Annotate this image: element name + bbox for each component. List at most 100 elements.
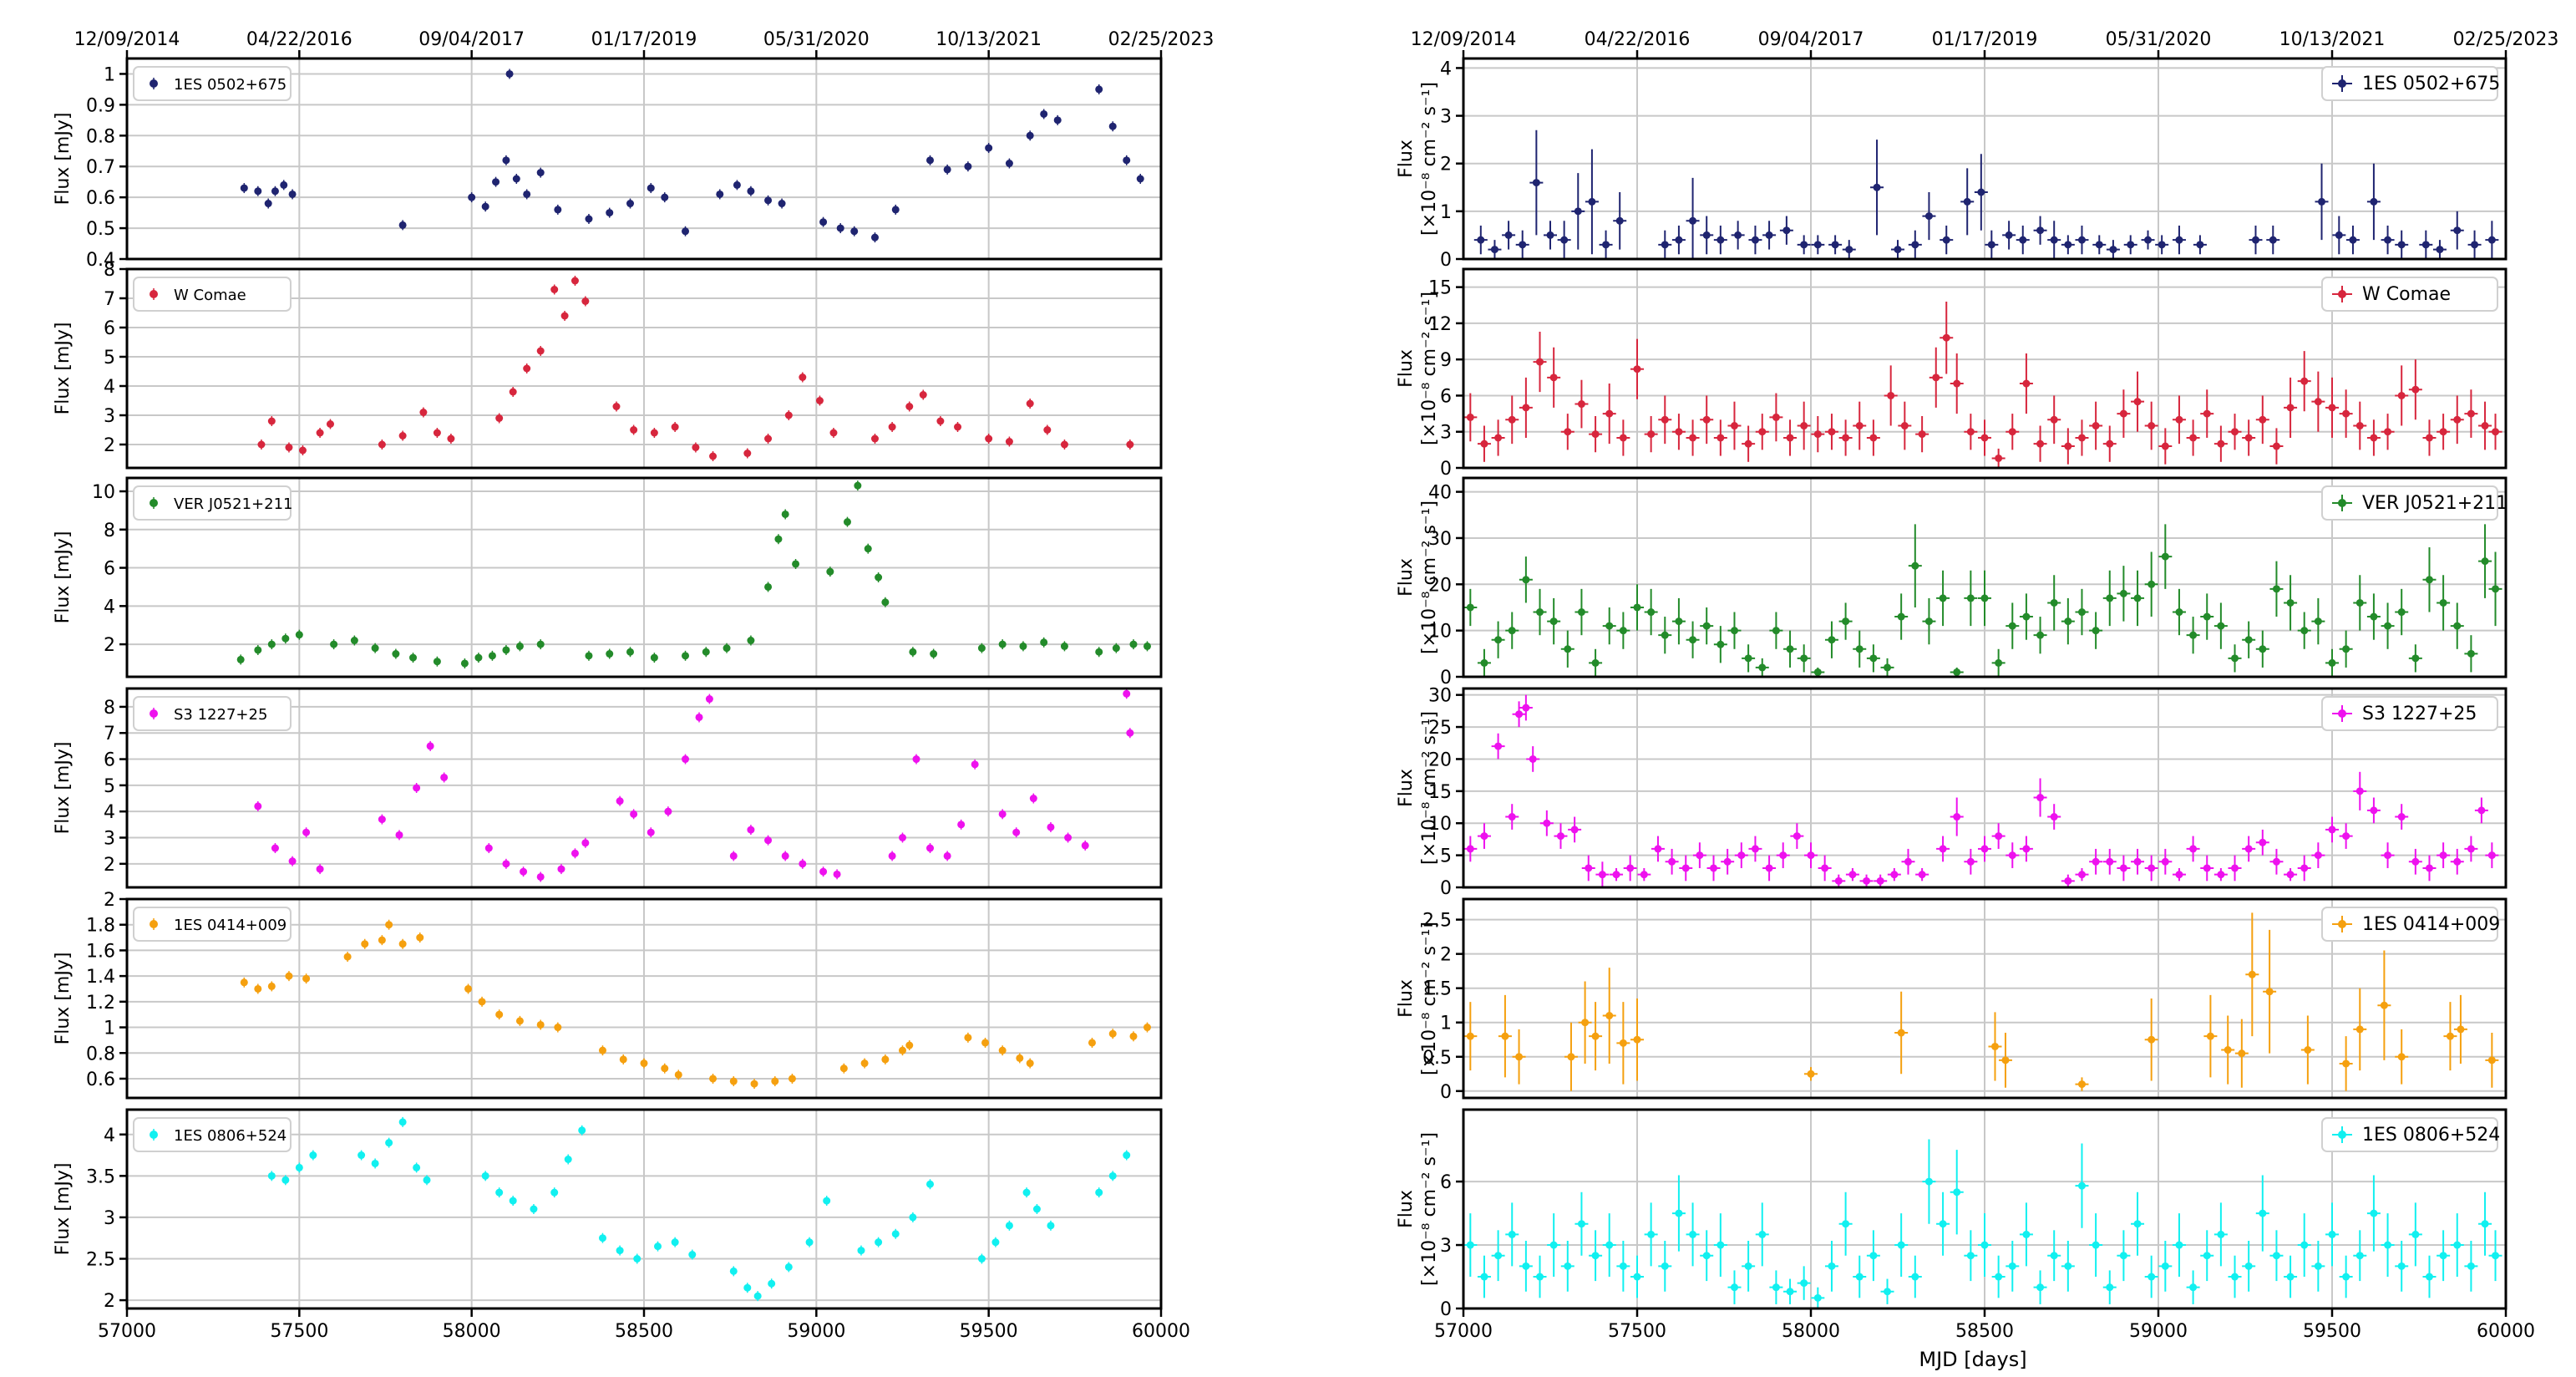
data-point — [2314, 1262, 2322, 1270]
y-tick-label: 2 — [104, 635, 115, 656]
data-point — [1661, 631, 1669, 639]
y-tick-label: 1 — [1440, 1014, 1452, 1034]
data-point — [2189, 631, 2198, 639]
data-point — [502, 646, 510, 654]
data-point — [1987, 241, 1995, 249]
data-point — [564, 1156, 572, 1163]
data-point — [2259, 838, 2267, 846]
series-1ES 0502+675 — [240, 69, 1144, 243]
legend-label: 1ES 0414+009 — [2362, 914, 2500, 935]
y-tick-label: 3 — [104, 406, 115, 427]
data-point — [2318, 197, 2326, 206]
data-point — [875, 573, 883, 582]
data-point — [2050, 415, 2058, 424]
data-point — [692, 444, 700, 451]
data-point — [2022, 379, 2031, 388]
data-point — [899, 834, 906, 841]
y-tick-label: 4 — [104, 597, 115, 617]
x-axis-label: MJD [days] — [1919, 1348, 2026, 1371]
legend-box — [133, 277, 292, 312]
data-point — [2259, 645, 2267, 653]
data-point — [2019, 236, 2027, 244]
data-point — [1855, 1273, 1864, 1281]
data-point — [930, 650, 938, 658]
data-point — [1522, 704, 1530, 712]
legend: 1ES 0414+009 — [2321, 907, 2500, 942]
data-point — [2206, 1032, 2214, 1040]
data-point — [1911, 241, 1919, 249]
x-tick-label: 58000 — [1782, 1321, 1840, 1342]
data-point — [1605, 1241, 1614, 1249]
data-point — [1953, 1188, 1961, 1197]
data-point — [1939, 594, 1947, 602]
data-point — [2095, 241, 2103, 249]
data-point — [598, 1234, 606, 1242]
data-point — [2203, 1252, 2211, 1260]
data-point — [1549, 1241, 1558, 1249]
data-point — [1529, 755, 1537, 763]
data-point — [612, 403, 621, 410]
top-date-label: 05/31/2020 — [763, 29, 870, 50]
vertical-gridlines — [298, 688, 990, 887]
vertical-gridlines — [298, 269, 990, 468]
data-point — [2175, 608, 2183, 617]
data-point — [2384, 851, 2392, 860]
data-point — [2286, 871, 2295, 879]
data-point — [2439, 598, 2447, 607]
data-point — [536, 1020, 545, 1029]
data-point — [2008, 622, 2016, 630]
data-point — [2300, 377, 2309, 385]
data-point — [1734, 231, 1742, 239]
x-tick-label: 58500 — [1955, 1321, 2014, 1342]
legend-marker — [2338, 920, 2346, 928]
data-point — [285, 444, 293, 451]
data-point — [267, 417, 276, 425]
data-point — [1029, 795, 1037, 803]
y-tick-label: 2 — [1440, 945, 1452, 966]
axes-frame — [1462, 897, 2508, 1100]
y-axis-label: Flux [mJy] — [53, 531, 74, 624]
data-point — [606, 650, 614, 658]
data-point — [1501, 1032, 1509, 1040]
legend-marker — [2338, 1131, 2346, 1139]
y-tick-label: 30 — [1428, 686, 1452, 707]
data-point — [1779, 851, 1787, 860]
data-point — [1702, 415, 1711, 424]
data-point — [1588, 197, 1596, 206]
data-point — [433, 429, 441, 437]
data-point — [1716, 236, 1725, 244]
panel-left-3: 2 4 6 8 10 Flux [mJy] VER J0521+211 — [53, 476, 1163, 678]
data-point — [280, 180, 288, 189]
y-axis-label: Flux — [1396, 140, 1417, 178]
data-point — [1702, 622, 1711, 630]
data-point — [460, 659, 469, 668]
y-tick-label: 2 — [104, 890, 115, 911]
data-point — [2269, 236, 2277, 244]
y-tick-label: 4 — [104, 802, 115, 823]
data-point — [1716, 1241, 1725, 1249]
data-point — [481, 202, 489, 211]
y-tick-label: 7 — [104, 724, 115, 744]
data-point — [598, 1046, 606, 1054]
data-point — [1661, 415, 1669, 424]
data-point — [271, 844, 279, 852]
data-point — [1786, 1288, 1794, 1296]
data-point — [509, 388, 517, 396]
data-point — [2196, 241, 2204, 249]
data-point — [723, 644, 731, 653]
data-point — [1123, 689, 1131, 698]
legend: W Comae — [133, 277, 292, 312]
y-tick-label: 15 — [1428, 782, 1452, 803]
y-axis: 0 3 6 — [1440, 1172, 2506, 1320]
data-point — [2370, 806, 2378, 815]
data-point — [2286, 404, 2295, 412]
data-point — [1863, 877, 1871, 885]
data-point — [1536, 608, 1544, 617]
data-point — [1716, 434, 1725, 442]
series-S3 1227+25 — [1463, 694, 2499, 887]
legend-label: 1ES 0806+524 — [2362, 1125, 2500, 1146]
x-tick-label: 57000 — [1434, 1321, 1493, 1342]
data-point — [1053, 116, 1062, 124]
data-point — [502, 860, 510, 868]
data-point — [1897, 1241, 1905, 1249]
